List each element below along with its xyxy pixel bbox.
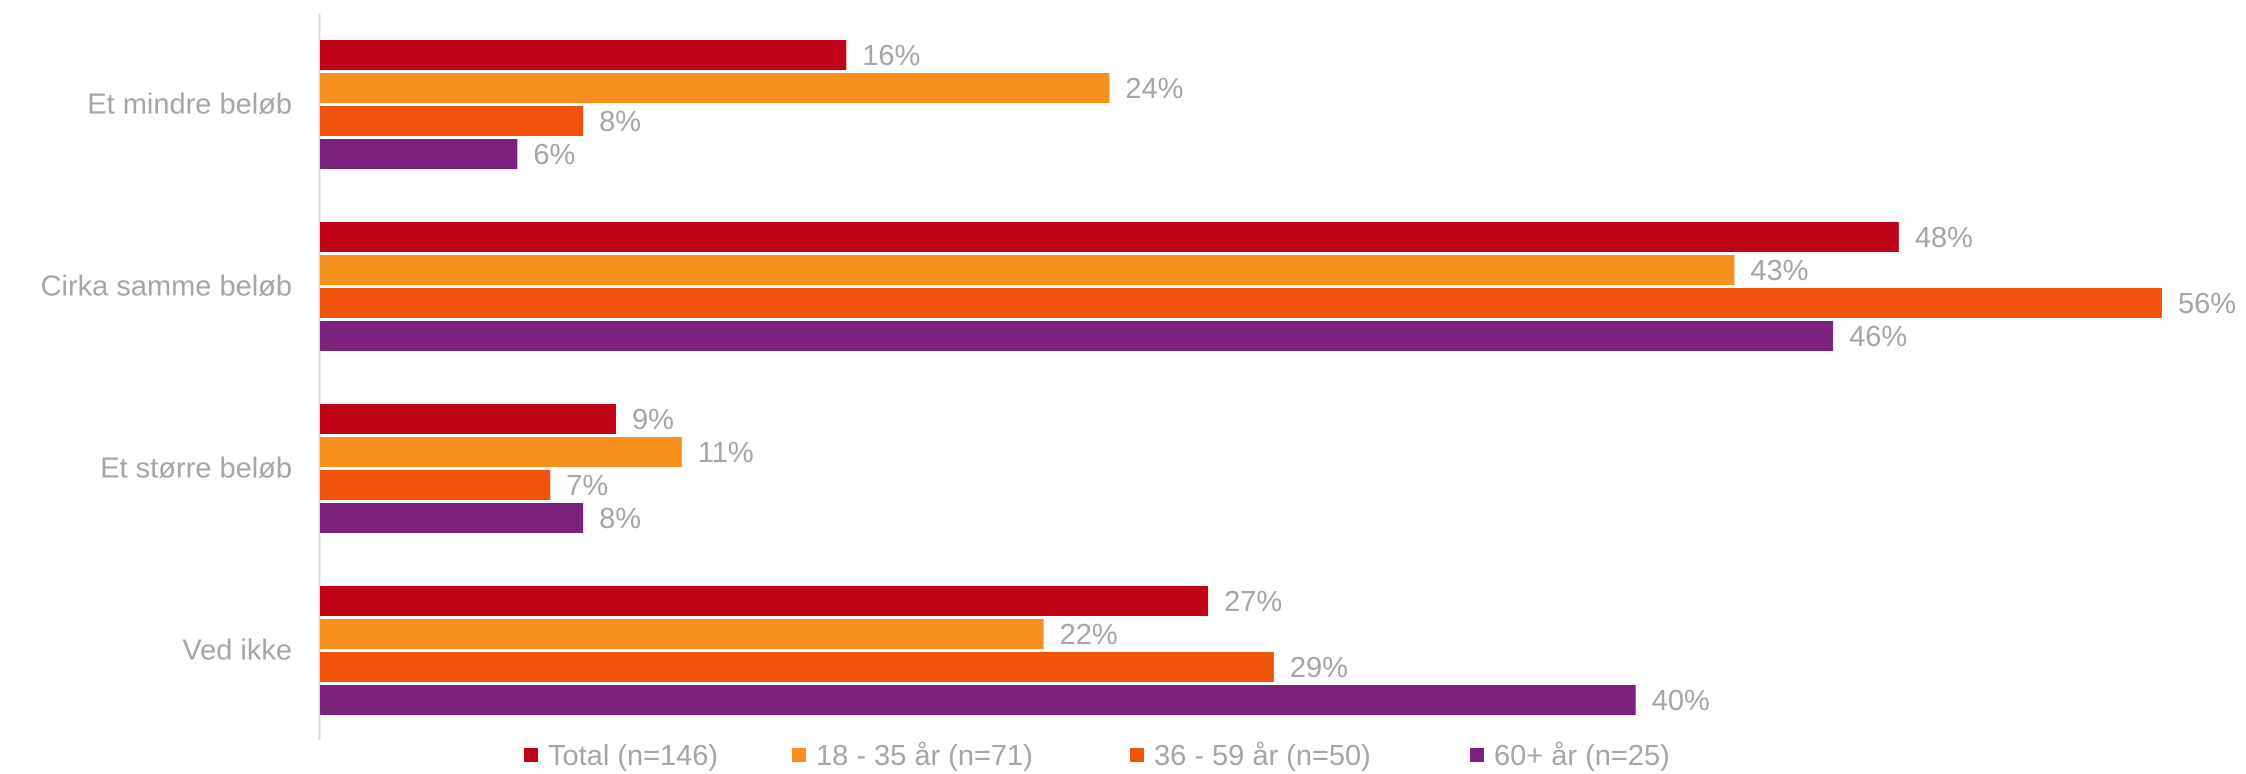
bar [320,321,1834,351]
legend-swatch [524,748,538,762]
bar [320,404,617,434]
category-label: Et større beløb [100,453,292,485]
data-label: 46% [1849,321,1907,353]
data-label: 16% [862,40,920,72]
bars-group [320,40,2162,715]
data-label: 9% [632,404,674,436]
legend-label: 60+ år (n=25) [1494,740,1670,772]
bar [320,255,1735,285]
data-label: 29% [1290,652,1348,684]
bar [320,685,1636,715]
bar [320,73,1110,103]
value-labels-group: 16%24%8%6%48%43%56%46%9%11%7%8%27%22%29%… [533,40,2236,717]
legend-swatch [1130,748,1144,762]
bar [320,288,2162,318]
bar [320,106,584,136]
legend-label: 36 - 59 år (n=50) [1154,740,1371,772]
bar [320,619,1044,649]
data-label: 24% [1125,73,1183,105]
data-label: 22% [1060,619,1118,651]
legend: Total (n=146) 18 - 35 år (n=71) 36 - 59 år… [524,740,1670,772]
bar [320,437,682,467]
bar [320,40,847,70]
data-label: 7% [566,470,608,502]
data-label: 27% [1224,586,1282,618]
legend-label: 18 - 35 år (n=71) [816,740,1033,772]
bar [320,222,1899,252]
data-label: 6% [533,139,575,171]
legend-label: Total (n=146) [548,740,718,772]
category-label: Et mindre beløb [87,89,292,121]
bar [320,586,1209,616]
data-label: 11% [698,437,754,469]
legend-swatch [792,748,806,762]
data-label: 56% [2178,288,2236,320]
bar [320,652,1274,682]
data-label: 48% [1915,222,1973,254]
category-labels-group: Et mindre beløb Cirka samme beløb Et størr… [41,89,292,667]
category-label: Ved ikke [182,635,292,667]
bar [320,470,551,500]
data-label: 43% [1750,255,1808,287]
data-label: 8% [599,503,641,535]
data-label: 40% [1652,685,1710,717]
category-label: Cirka samme beløb [41,271,292,303]
bar [320,139,518,169]
data-label: 8% [599,106,641,138]
legend-swatch [1470,748,1484,762]
bar [320,503,584,533]
